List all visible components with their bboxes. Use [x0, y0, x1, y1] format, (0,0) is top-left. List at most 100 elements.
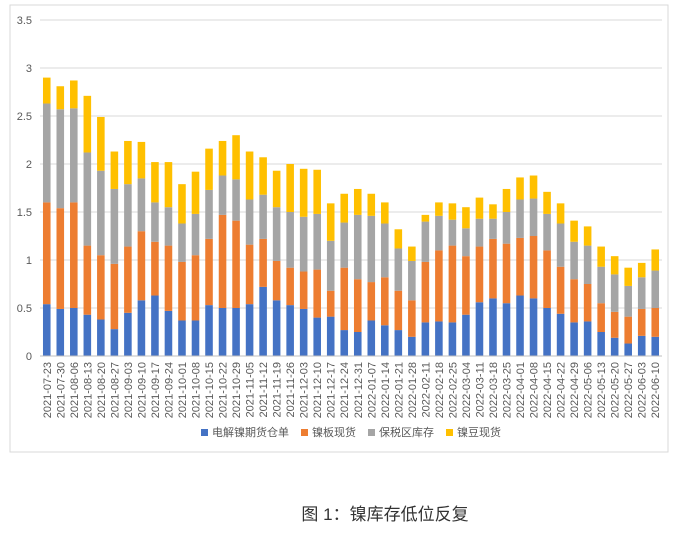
bar	[637, 308, 646, 336]
y-tick-label: 2.5	[17, 111, 32, 123]
bar	[232, 308, 240, 356]
bar	[381, 277, 389, 326]
bar	[178, 320, 186, 356]
bar	[543, 191, 551, 214]
x-tick-label: 2021-10-08	[191, 362, 203, 418]
bar	[408, 300, 416, 337]
bar	[624, 343, 632, 356]
bar	[299, 168, 308, 217]
bar	[191, 320, 200, 356]
x-tick-label: 2022-02-18	[434, 362, 446, 418]
bar	[610, 337, 619, 356]
bar	[462, 207, 470, 229]
bar	[516, 199, 524, 238]
bar	[421, 214, 430, 222]
bar	[556, 223, 565, 267]
bar	[353, 214, 362, 280]
x-tick-label: 2021-11-12	[258, 362, 270, 417]
bar	[448, 219, 457, 246]
bar	[218, 214, 227, 308]
bar	[232, 220, 240, 308]
bar	[205, 148, 213, 190]
bar	[583, 284, 592, 322]
bar	[218, 140, 227, 176]
bar	[570, 220, 578, 242]
bar	[367, 193, 376, 216]
legend-label: 电解镍期货仓单	[212, 425, 289, 439]
bar	[340, 267, 349, 331]
bar	[326, 316, 335, 356]
bar	[326, 203, 335, 241]
bar	[502, 243, 511, 304]
x-tick-label: 2022-04-01	[515, 362, 527, 418]
bar	[70, 108, 78, 203]
bar	[42, 304, 51, 356]
bar	[353, 279, 362, 332]
x-tick-label: 2022-04-29	[569, 362, 581, 418]
x-tick-label: 2021-11-05	[245, 362, 257, 417]
bar	[448, 322, 457, 356]
bar	[124, 184, 132, 247]
bar	[205, 189, 213, 239]
bar	[381, 325, 389, 356]
bar	[543, 250, 551, 308]
bar	[313, 269, 321, 318]
bar	[272, 260, 281, 301]
bar	[83, 314, 92, 356]
bar	[178, 223, 186, 262]
bar	[83, 152, 92, 246]
bar	[137, 300, 146, 356]
x-tick-label: 2021-12-31	[353, 362, 365, 418]
bar	[286, 305, 294, 356]
bar	[259, 238, 267, 287]
bar	[137, 141, 146, 179]
bar	[70, 80, 78, 109]
bar	[435, 202, 443, 216]
x-tick-label: 2022-05-13	[596, 362, 608, 418]
bar	[299, 308, 308, 356]
bar	[124, 312, 132, 356]
x-tick-label: 2022-03-11	[474, 362, 486, 417]
x-tick-label: 2022-04-15	[542, 362, 554, 418]
bar	[475, 197, 484, 219]
x-tick-label: 2022-05-20	[610, 362, 622, 418]
x-tick-label: 2021-12-10	[312, 362, 324, 418]
bar	[272, 170, 281, 208]
bar	[42, 77, 51, 104]
bar	[245, 244, 254, 305]
x-tick-label: 2022-06-10	[650, 362, 662, 418]
bar	[556, 266, 565, 314]
x-tick-label: 2021-10-29	[231, 362, 243, 418]
x-tick-label: 2021-10-22	[218, 362, 230, 418]
bar	[624, 316, 632, 344]
bar	[516, 177, 524, 200]
x-tick-label: 2022-05-27	[623, 362, 635, 418]
bar	[543, 308, 551, 356]
bar	[42, 202, 51, 305]
bar	[272, 207, 281, 261]
x-tick-label: 2021-09-03	[123, 362, 135, 418]
bar	[56, 86, 65, 110]
bar	[489, 238, 497, 299]
bar	[651, 270, 660, 308]
bar	[394, 248, 403, 291]
x-tick-label: 2021-08-13	[82, 362, 94, 418]
bar	[489, 218, 497, 239]
bar	[421, 221, 430, 262]
x-tick-label: 2022-04-08	[529, 362, 541, 418]
bar	[394, 290, 403, 331]
bar	[543, 213, 551, 251]
bar	[191, 171, 200, 214]
x-tick-label: 2021-10-15	[204, 362, 216, 418]
bar	[462, 256, 470, 315]
x-tick-label: 2021-09-10	[136, 362, 148, 418]
bar	[529, 236, 538, 299]
bar	[340, 330, 349, 356]
bar	[570, 241, 578, 280]
legend-swatch	[201, 429, 208, 436]
bar	[421, 261, 430, 323]
caption: 图 1：镍库存低位反复	[301, 505, 468, 524]
x-tick-label: 2021-11-26	[285, 362, 297, 417]
legend-label: 镍板现货	[312, 425, 356, 439]
x-tick-label: 2022-01-14	[380, 362, 392, 418]
